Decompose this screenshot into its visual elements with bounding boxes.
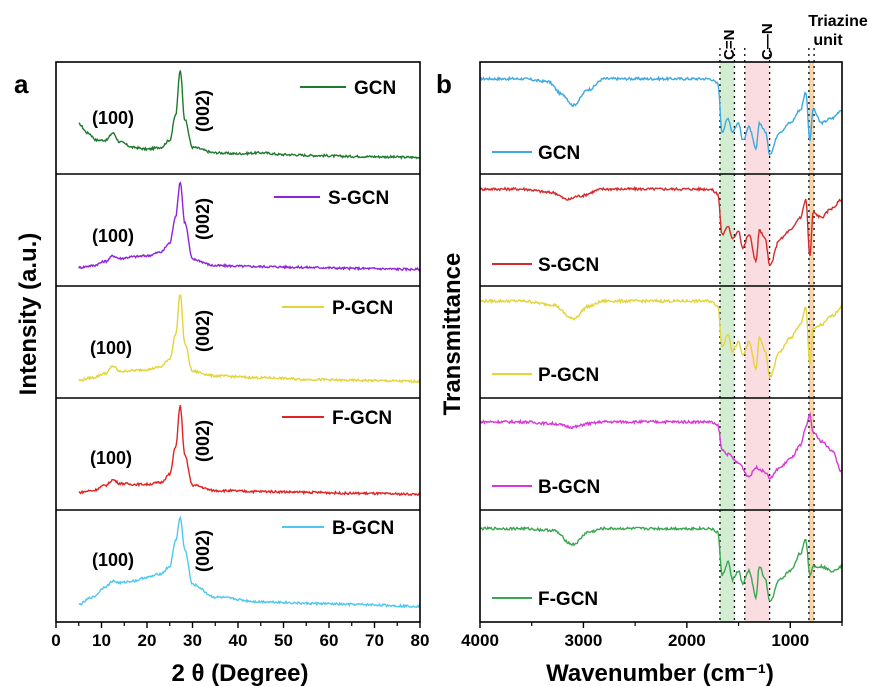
legend-b-pgcn-label: P-GCN — [538, 365, 599, 386]
legend-b-gcn-label: GCN — [538, 143, 580, 164]
x-tick-label-a-40: 40 — [229, 631, 248, 650]
panel-b-x-axis: 4000 3000 2000 1000 — [461, 622, 843, 650]
trace-a-p-gcn — [78, 294, 421, 384]
peak-100-label-sgcn: (100) — [92, 226, 134, 246]
legend-b-fgcn-label: F-GCN — [538, 589, 598, 610]
panel-b-dividers — [480, 173, 842, 511]
x-tick-label-a-10: 10 — [92, 631, 111, 650]
legend-a-sgcn: S-GCN — [274, 188, 389, 209]
panel-b-xlabel: Wavenumber (cm⁻¹) — [546, 660, 774, 686]
panel-a-dividers — [56, 173, 420, 511]
panel-b-ylabel: Transmittance — [439, 253, 466, 416]
panel-a-xlabel: 2 θ (Degree) — [171, 660, 308, 686]
legend-b-fgcn: F-GCN — [492, 589, 598, 610]
legend-b-gcn: GCN — [492, 143, 580, 164]
peak-002-label-sgcn: (002) — [193, 198, 213, 240]
legend-b-sgcn-label: S-GCN — [538, 255, 599, 276]
legend-b-pgcn: P-GCN — [492, 365, 599, 386]
band-cn-double — [719, 62, 735, 622]
legend-b-sgcn: S-GCN — [492, 255, 599, 276]
legend-a-bgcn: B-GCN — [282, 518, 394, 539]
x-tick-label-a-0: 0 — [51, 631, 60, 650]
peak-100-label-pgcn: (100) — [90, 338, 132, 358]
peak-002-label-bgcn: (002) — [193, 530, 213, 572]
panel-a-letter: a — [14, 69, 29, 99]
peak-002-label-pgcn: (002) — [193, 310, 213, 352]
legend-a-gcn-label: GCN — [354, 78, 396, 99]
x-tick-label-b-4000: 4000 — [461, 631, 499, 650]
x-tick-label-b-1000: 1000 — [771, 631, 809, 650]
panel-b-traces — [479, 75, 843, 602]
legend-a-pgcn: P-GCN — [282, 298, 393, 319]
peak-100-label-gcn: (100) — [92, 108, 134, 128]
panel-a-ylabel: Intensity (a.u.) — [15, 233, 42, 396]
x-tick-label-a-70: 70 — [365, 631, 384, 650]
peak-100-label-fgcn: (100) — [90, 448, 132, 468]
legend-a-gcn: GCN — [300, 78, 396, 99]
x-tick-label-b-2000: 2000 — [668, 631, 706, 650]
x-tick-label-a-50: 50 — [274, 631, 293, 650]
panel-b: b Transmittance Wavenumber (cm⁻¹) 4000 30… — [436, 13, 868, 686]
legend-a-bgcn-label: B-GCN — [332, 518, 394, 539]
trace-a-b-gcn — [78, 515, 421, 609]
band-label-unit: unit — [813, 32, 843, 49]
trace-a-f-gcn — [78, 405, 421, 497]
band-label-triazine: Triazine — [808, 13, 868, 30]
legend-a-sgcn-label: S-GCN — [328, 188, 389, 209]
panel-a: a Intensity (a.u.) 2 θ (Degree) 0 10 20 30 4… — [14, 61, 429, 686]
legend-b-bgcn-label: B-GCN — [538, 477, 600, 498]
trace-a-s-gcn — [78, 181, 421, 272]
panel-b-letter: b — [436, 69, 452, 99]
trace-a-gcn — [78, 70, 421, 160]
panel-b-frame — [479, 61, 843, 623]
x-tick-label-a-20: 20 — [138, 631, 157, 650]
x-tick-label-a-30: 30 — [183, 631, 202, 650]
peak-002-label-fgcn: (002) — [193, 420, 213, 462]
panel-a-traces — [78, 70, 421, 609]
x-tick-label-a-80: 80 — [411, 631, 430, 650]
panel-a-x-axis: 0 10 20 30 40 50 60 70 80 — [51, 622, 429, 650]
trace-b-p-gcn — [479, 298, 843, 380]
legend-a-pgcn-label: P-GCN — [332, 298, 393, 319]
trace-b-f-gcn — [479, 525, 843, 602]
trace-b-s-gcn — [479, 185, 843, 266]
trace-b-gcn — [479, 75, 843, 157]
band-label-c-single-n: C—N — [759, 23, 776, 60]
trace-b-b-gcn — [479, 412, 843, 480]
band-label-c-double-n: C=N — [721, 30, 738, 60]
legend-a-fgcn: F-GCN — [282, 408, 392, 429]
peak-002-label-gcn: (002) — [193, 90, 213, 132]
x-tick-label-a-60: 60 — [320, 631, 339, 650]
legend-a-fgcn-label: F-GCN — [332, 408, 392, 429]
peak-100-label-bgcn: (100) — [92, 550, 134, 570]
legend-b-bgcn: B-GCN — [492, 477, 600, 498]
x-tick-label-b-3000: 3000 — [565, 631, 603, 650]
